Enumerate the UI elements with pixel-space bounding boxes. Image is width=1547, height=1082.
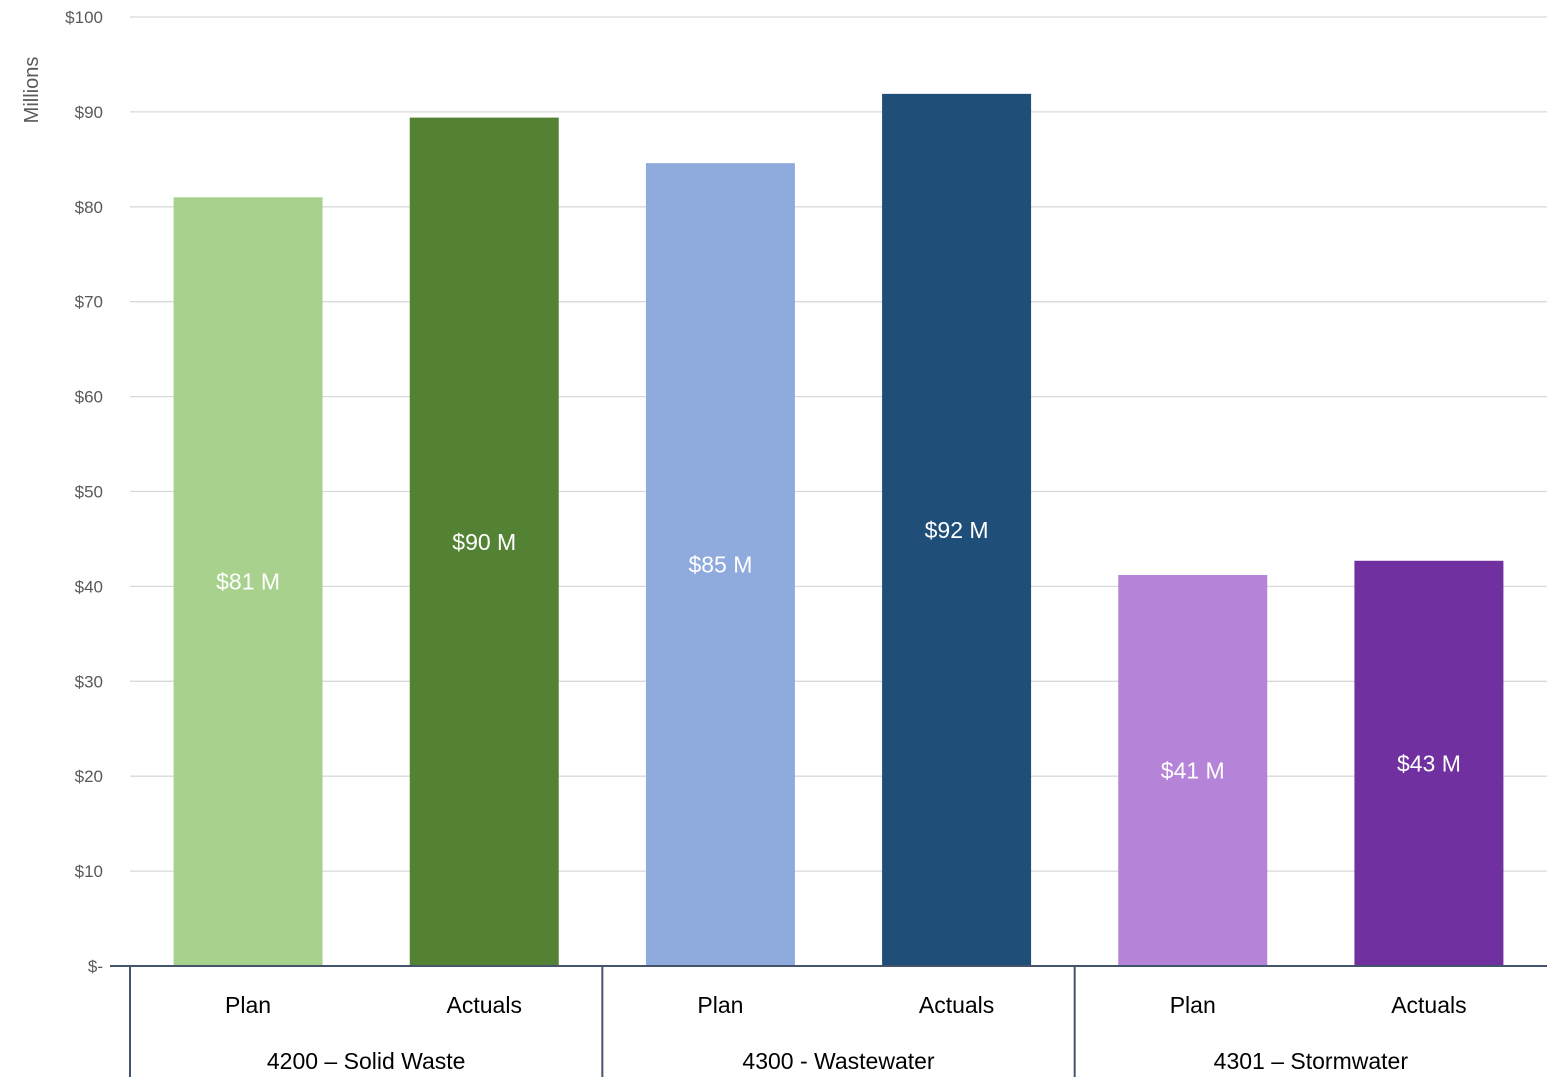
x-category-label: Actuals: [1391, 992, 1466, 1018]
data-label: $85 M: [688, 552, 752, 578]
bar-1-actuals: [409, 117, 559, 967]
bar-2-plan: [645, 163, 795, 966]
bar-1-plan: [173, 197, 323, 966]
data-label: $43 M: [1397, 750, 1461, 776]
data-label: $90 M: [452, 529, 516, 555]
y-tick-label: $60: [75, 388, 103, 407]
x-category-label: Plan: [1170, 992, 1216, 1018]
x-axis: Plan Actuals Plan Actuals Plan Actuals 4200 – …: [110, 965, 1547, 1077]
bars: [173, 93, 1504, 967]
x-category-label: Plan: [225, 992, 271, 1018]
x-group-label: 4301 – Stormwater: [1214, 1048, 1409, 1074]
y-tick-label: $30: [75, 672, 103, 691]
x-category-label: Actuals: [919, 992, 994, 1018]
x-group-label: 4200 – Solid Waste: [267, 1048, 466, 1074]
data-label: $92 M: [925, 517, 989, 543]
y-axis-label: Millions: [21, 57, 43, 124]
bar-3-plan: [1118, 575, 1268, 966]
bar-2-actuals: [882, 93, 1032, 966]
data-labels: $81 M $90 M $85 M $92 M $41 M $43 M: [216, 517, 1461, 784]
y-tick-label: $10: [75, 862, 103, 881]
y-tick-label: $40: [75, 577, 103, 596]
y-tick-label: $-: [88, 957, 103, 976]
x-category-label: Plan: [697, 992, 743, 1018]
data-label: $41 M: [1161, 758, 1225, 784]
data-label: $81 M: [216, 569, 280, 595]
y-tick-label: $90: [75, 103, 103, 122]
y-tick-label: $80: [75, 198, 103, 217]
y-tick-label: $100: [65, 8, 103, 27]
y-tick-label: $20: [75, 767, 103, 786]
x-group-label: 4300 - Wastewater: [742, 1048, 935, 1074]
gridlines: [130, 16, 1547, 872]
x-category-label: Actuals: [447, 992, 522, 1018]
y-axis-ticks: $100 $90 $80 $70 $60 $50 $40 $30 $20 $10 $-: [65, 8, 103, 976]
y-tick-label: $50: [75, 483, 103, 502]
bar-3-actuals: [1354, 560, 1504, 966]
y-tick-label: $70: [75, 293, 103, 312]
